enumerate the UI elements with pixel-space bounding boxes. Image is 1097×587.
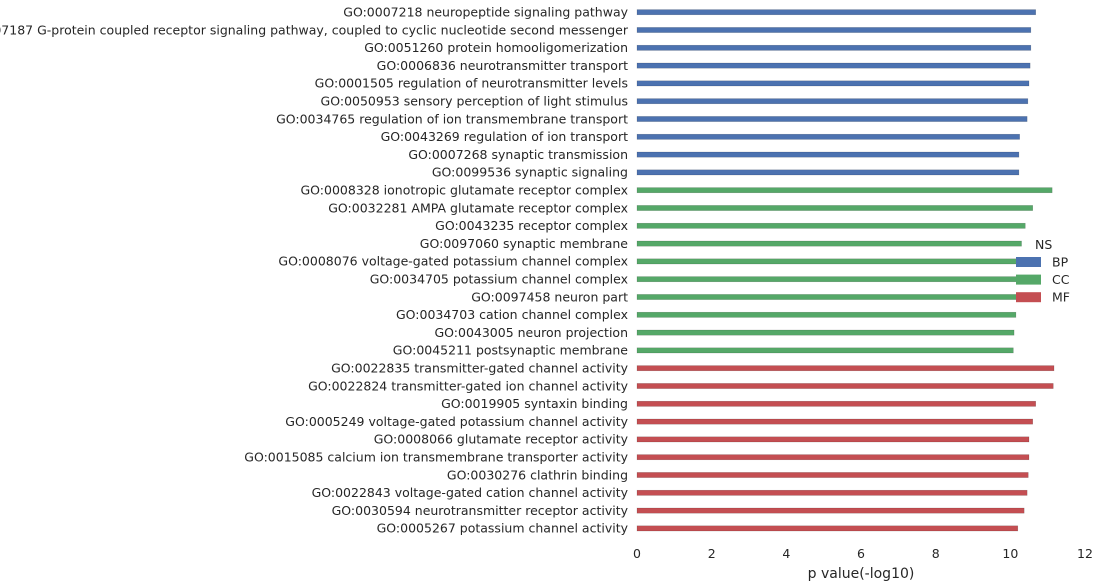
legend-swatch-cc bbox=[1016, 274, 1041, 285]
category-label: GO:0007218 neuropeptide signaling pathwa… bbox=[343, 5, 628, 20]
bar-bp bbox=[636, 98, 1029, 105]
category-label: GO:0005267 potassium channel activity bbox=[377, 521, 629, 536]
category-labels: GO:0007218 neuropeptide signaling pathwa… bbox=[0, 5, 629, 536]
bar-mf bbox=[636, 383, 1054, 389]
legend-label-mf: MF bbox=[1052, 290, 1070, 305]
category-label: GO:0043269 regulation of ion transport bbox=[381, 129, 629, 144]
bar-bp bbox=[636, 116, 1028, 122]
bar-mf bbox=[636, 400, 1036, 407]
bar-bp bbox=[636, 44, 1032, 51]
bar-mf bbox=[636, 472, 1029, 478]
bar-bp bbox=[636, 133, 1020, 140]
bar-bp bbox=[636, 80, 1030, 87]
bar-mf bbox=[636, 507, 1025, 514]
x-tick-label: 12 bbox=[1077, 546, 1093, 561]
bar-cc bbox=[636, 258, 1020, 265]
bar-bp bbox=[636, 27, 1032, 33]
category-label: GO:0034703 cation channel complex bbox=[396, 307, 628, 322]
category-label: GO:0001505 regulation of neurotransmitte… bbox=[315, 76, 628, 91]
x-tick-label: 0 bbox=[633, 546, 641, 561]
category-label: GO:0015085 calcium ion transmembrane tra… bbox=[244, 450, 628, 465]
category-label: GO:0045211 postsynaptic membrane bbox=[393, 343, 629, 358]
bar-cc bbox=[636, 311, 1017, 318]
category-label: GO:0050953 sensory perception of light s… bbox=[321, 94, 628, 109]
bar-cc bbox=[636, 329, 1015, 336]
bar-mf bbox=[636, 436, 1030, 443]
category-label: GO:0032281 AMPA glutamate receptor compl… bbox=[328, 200, 628, 215]
category-label: GO:0005249 voltage-gated potassium chann… bbox=[285, 414, 628, 429]
category-label: GO:0007268 synaptic transmission bbox=[408, 147, 628, 162]
category-label: GO:0043005 neuron projection bbox=[434, 325, 628, 340]
x-tick-label: 8 bbox=[932, 546, 940, 561]
category-label: GO:0008076 voltage-gated potassium chann… bbox=[278, 254, 628, 269]
bar-mf bbox=[636, 525, 1019, 532]
category-label: GO:0022843 voltage-gated cation channel … bbox=[312, 485, 629, 500]
category-label: GO:0019905 syntaxin binding bbox=[441, 396, 628, 411]
category-label: GO:0097458 neuron part bbox=[471, 289, 628, 304]
bar-cc bbox=[636, 222, 1026, 229]
bar-cc bbox=[636, 187, 1053, 194]
legend-label-cc: CC bbox=[1052, 272, 1070, 287]
x-axis-ticks: 0 2 4 6 8 10 12 bbox=[633, 546, 1093, 561]
category-label: GO:0043235 receptor complex bbox=[435, 218, 628, 233]
bar-cc bbox=[636, 347, 1014, 354]
category-label: GO:0030276 clathrin binding bbox=[447, 467, 628, 482]
category-label: GO:0099536 synaptic signaling bbox=[432, 165, 628, 180]
bar-bp bbox=[636, 151, 1020, 158]
legend-label-bp: BP bbox=[1052, 255, 1069, 270]
x-tick-label: 4 bbox=[782, 546, 790, 561]
bar-mf bbox=[636, 365, 1055, 372]
bar-mf bbox=[636, 454, 1030, 461]
x-axis-label: p value(-log10) bbox=[808, 566, 915, 582]
bars bbox=[636, 9, 1055, 532]
legend-swatch-bp bbox=[1016, 257, 1041, 267]
category-label: GO:0022824 transmitter-gated ion channel… bbox=[308, 378, 629, 393]
bar-bp bbox=[636, 9, 1036, 16]
bar-mf bbox=[636, 489, 1028, 496]
category-label: GO:0051260 protein homooligomerization bbox=[364, 40, 628, 55]
legend-title: NS bbox=[1035, 237, 1052, 252]
bar-cc bbox=[636, 276, 1020, 283]
bar-cc bbox=[636, 205, 1033, 211]
category-label: GO:0007187 G-protein coupled receptor si… bbox=[0, 22, 629, 37]
category-label: GO:0008066 glutamate receptor activity bbox=[374, 432, 629, 447]
bar-cc bbox=[636, 294, 1020, 300]
category-label: GO:0034705 potassium channel complex bbox=[370, 272, 628, 287]
legend-swatch-mf bbox=[1016, 292, 1041, 303]
category-label: GO:0030594 neurotransmitter receptor act… bbox=[332, 503, 629, 518]
category-label: GO:0022835 transmitter-gated channel act… bbox=[331, 361, 628, 376]
x-tick-label: 10 bbox=[1002, 546, 1018, 561]
x-tick-label: 2 bbox=[708, 546, 716, 561]
category-label: GO:0097060 synaptic membrane bbox=[420, 236, 629, 251]
bar-cc bbox=[636, 240, 1022, 247]
category-label: GO:0006836 neurotransmitter transport bbox=[377, 58, 628, 73]
bar-bp bbox=[636, 169, 1020, 176]
category-label: GO:0008328 ionotropic glutamate receptor… bbox=[301, 183, 629, 198]
bar-bp bbox=[636, 62, 1031, 69]
bar-mf bbox=[636, 418, 1033, 425]
category-label: GO:0034765 regulation of ion transmembra… bbox=[276, 111, 628, 126]
legend: NS BP CC MF bbox=[1016, 237, 1070, 305]
x-tick-label: 6 bbox=[857, 546, 865, 561]
